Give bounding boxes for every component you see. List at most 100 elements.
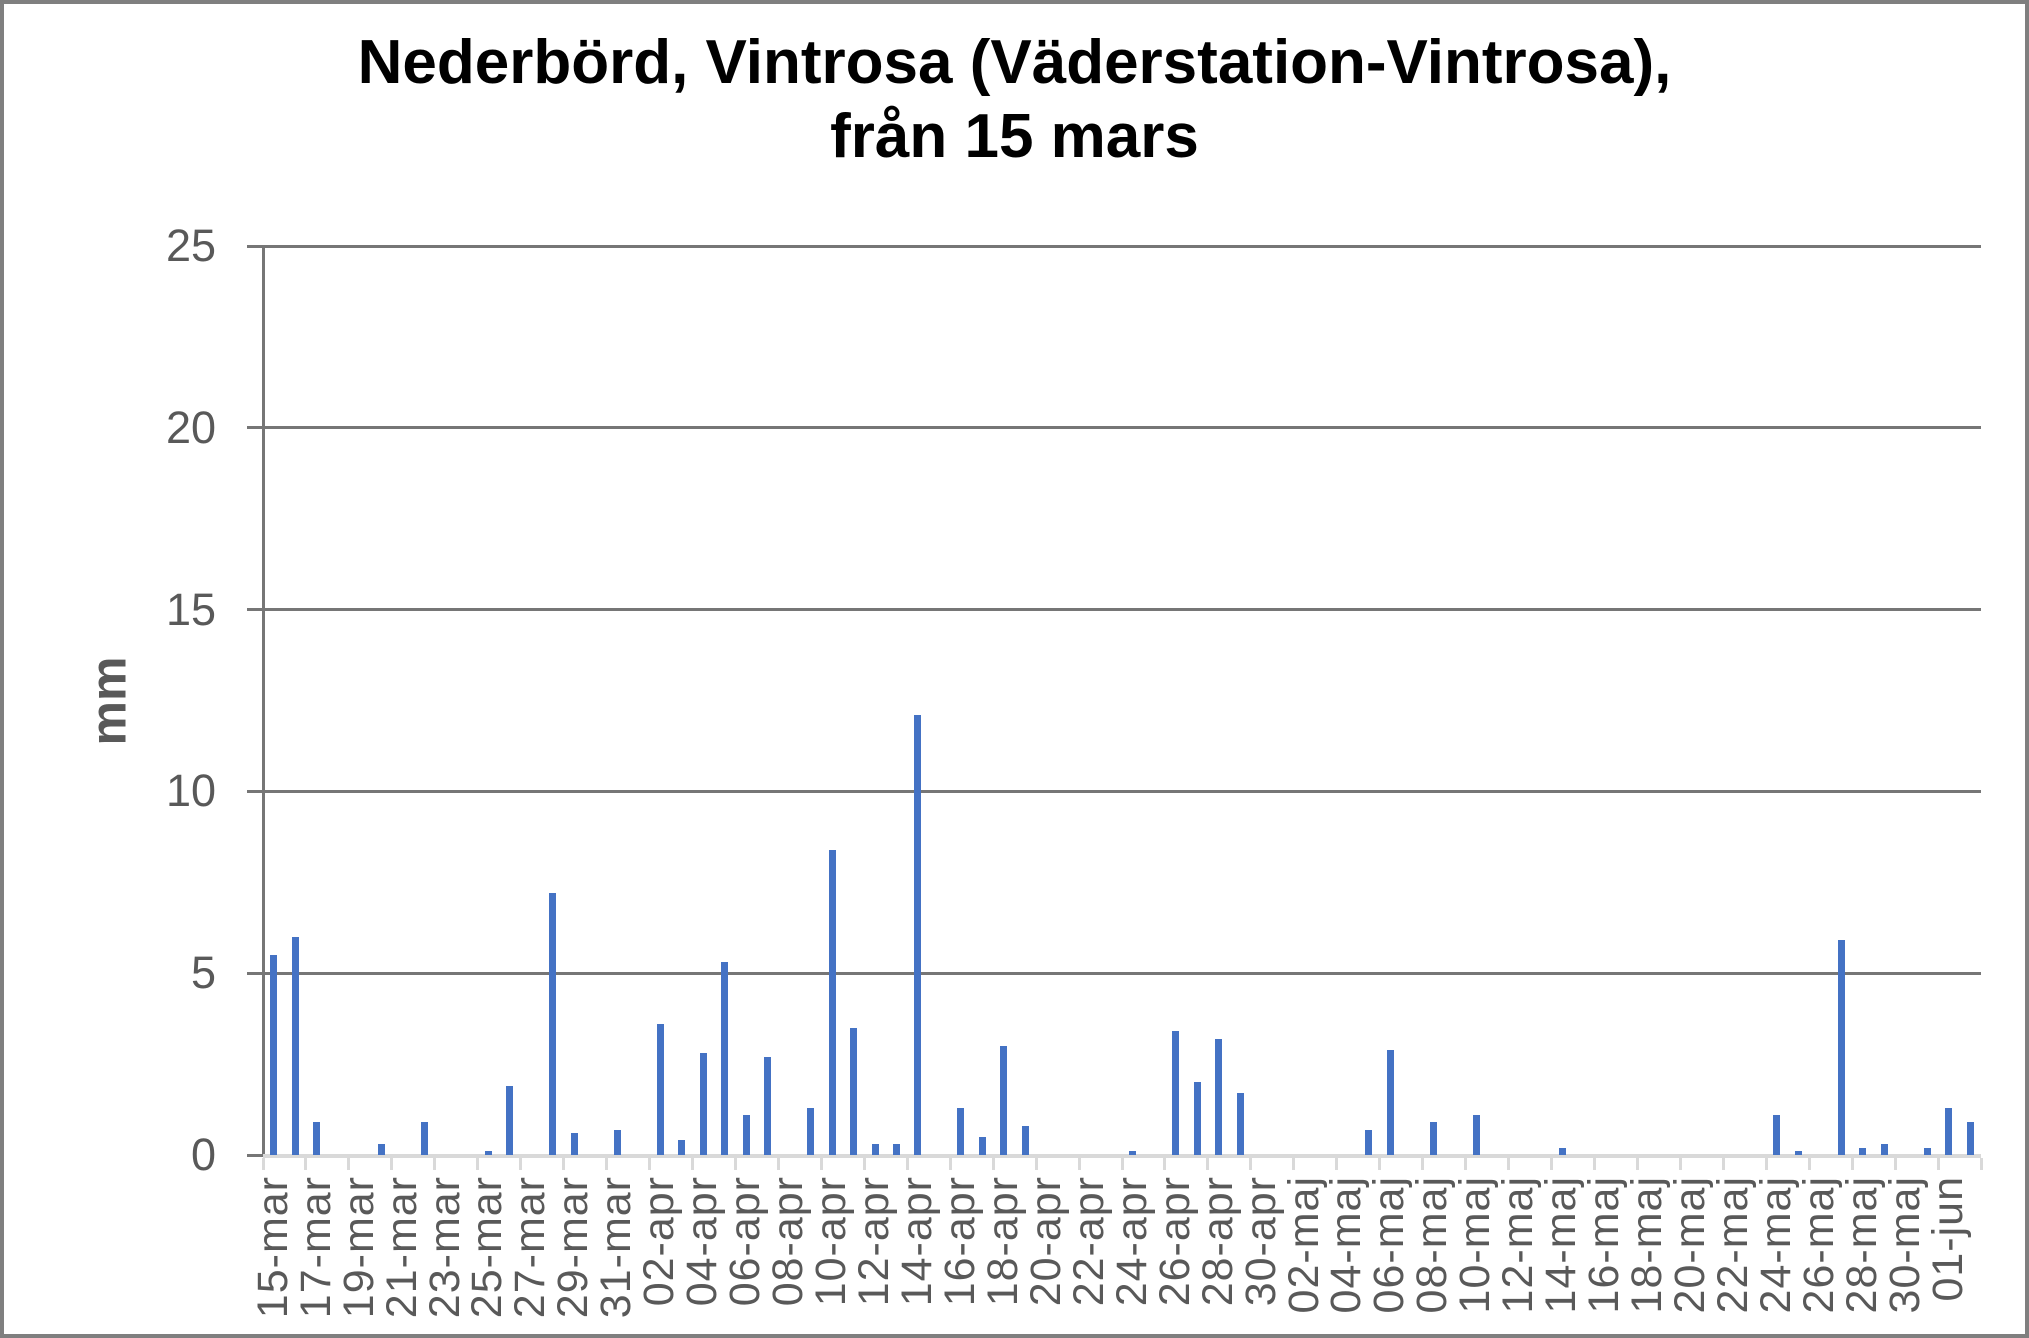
y-axis-tick: [247, 971, 263, 975]
x-axis-tick: [1249, 1158, 1253, 1170]
x-axis-tick: [1335, 1158, 1339, 1170]
y-tick-label: 20: [165, 401, 216, 453]
x-axis-tick: [1807, 1158, 1811, 1170]
x-axis-tick: [1421, 1158, 1425, 1170]
y-axis-title: mm: [40, 636, 176, 766]
bar: [613, 1129, 621, 1155]
bar: [893, 1144, 900, 1155]
bar: [420, 1122, 428, 1155]
x-axis-tick: [1163, 1158, 1167, 1170]
bar: [377, 1144, 385, 1155]
x-tick-label: 01-jun: [1923, 1176, 1972, 1302]
bar: [1193, 1082, 1201, 1155]
gridline: [263, 789, 1981, 793]
x-axis-tick: [1464, 1158, 1468, 1170]
bar: [807, 1107, 815, 1155]
bar: [678, 1140, 686, 1155]
gridline: [263, 608, 1981, 612]
y-tick-label: 5: [190, 947, 216, 999]
x-axis-tick: [1764, 1158, 1768, 1170]
y-tick-label: 10: [165, 765, 216, 817]
bar: [1129, 1151, 1137, 1155]
x-axis-tick: [1850, 1158, 1854, 1170]
y-axis-tick: [247, 1153, 263, 1157]
bar: [850, 1027, 858, 1155]
bar: [1859, 1147, 1867, 1155]
x-axis-tick: [1550, 1158, 1553, 1170]
chart-title: Nederbörd, Vintrosa (Väderstation-Vintro…: [4, 26, 2025, 174]
x-axis-tick: [733, 1158, 737, 1170]
bar: [656, 1024, 664, 1155]
bar: [1386, 1049, 1394, 1155]
bar: [484, 1151, 492, 1155]
x-axis-tick: [1206, 1158, 1210, 1170]
x-axis-tick: [1034, 1158, 1038, 1170]
x-axis-tick: [1592, 1158, 1596, 1170]
bar: [1000, 1045, 1008, 1155]
bar: [1773, 1115, 1781, 1155]
x-axis-tick: [991, 1158, 995, 1170]
x-axis-tick: [1120, 1158, 1124, 1170]
bar: [570, 1133, 578, 1155]
x-axis-tick: [304, 1158, 308, 1170]
bar: [1365, 1129, 1373, 1155]
bar: [871, 1144, 879, 1155]
bar: [1215, 1038, 1223, 1155]
x-axis-tick: [1635, 1158, 1639, 1170]
x-axis-tick: [819, 1158, 823, 1170]
y-tick-label: 15: [165, 583, 216, 635]
chart-title-line-2: från 15 mars: [830, 102, 1199, 171]
x-axis-tick: [562, 1158, 566, 1170]
y-axis-title-text: mm: [79, 656, 136, 746]
x-axis-tick: [1979, 1158, 1983, 1170]
y-axis-line: [261, 246, 265, 1155]
x-axis-tick: [1292, 1158, 1296, 1170]
y-axis-tick: [247, 426, 263, 430]
y-axis-tick: [247, 608, 263, 612]
bar: [270, 955, 278, 1155]
bar: [957, 1107, 965, 1155]
bar: [699, 1053, 707, 1155]
x-axis-tick: [648, 1158, 652, 1170]
x-axis-line: [263, 1154, 1981, 1158]
x-axis-tick: [519, 1158, 523, 1170]
bar: [828, 849, 836, 1155]
x-axis-tick: [390, 1158, 394, 1170]
x-axis-tick: [905, 1158, 909, 1170]
bar: [1794, 1151, 1802, 1155]
x-axis-tick: [347, 1158, 351, 1170]
y-axis-tick: [247, 789, 263, 793]
x-axis-tick: [1507, 1158, 1511, 1170]
bar: [1945, 1107, 1953, 1155]
bar: [1923, 1147, 1931, 1155]
x-axis-tick: [776, 1158, 780, 1170]
bar: [1837, 940, 1845, 1155]
bar: [1172, 1031, 1180, 1155]
y-tick-label: 25: [165, 220, 216, 271]
y-tick-label: 0: [190, 1129, 216, 1180]
bar: [978, 1136, 986, 1155]
bar: [1966, 1122, 1974, 1155]
y-axis-tick: [247, 244, 263, 248]
x-axis-tick: [1678, 1158, 1682, 1170]
x-axis-tick: [862, 1158, 866, 1170]
x-axis-tick: [1893, 1158, 1897, 1170]
x-axis-tick: [1077, 1158, 1081, 1170]
chart-title-line-1: Nederbörd, Vintrosa (Väderstation-Vintro…: [357, 28, 1672, 97]
bar: [914, 715, 922, 1155]
x-axis-tick: [948, 1158, 952, 1170]
gridline: [263, 426, 1981, 430]
bar: [742, 1115, 750, 1155]
bar: [506, 1085, 514, 1155]
x-axis-tick: [476, 1158, 480, 1170]
bar: [1472, 1115, 1480, 1155]
bar: [1880, 1144, 1888, 1155]
gridline: [263, 971, 1981, 975]
x-axis-tick: [433, 1158, 437, 1170]
x-axis-tick: [1378, 1158, 1382, 1170]
x-axis-tick: [1721, 1158, 1725, 1170]
bar: [549, 893, 557, 1155]
bar: [764, 1056, 772, 1155]
bar: [1558, 1147, 1566, 1155]
x-axis-tick: [261, 1158, 265, 1170]
